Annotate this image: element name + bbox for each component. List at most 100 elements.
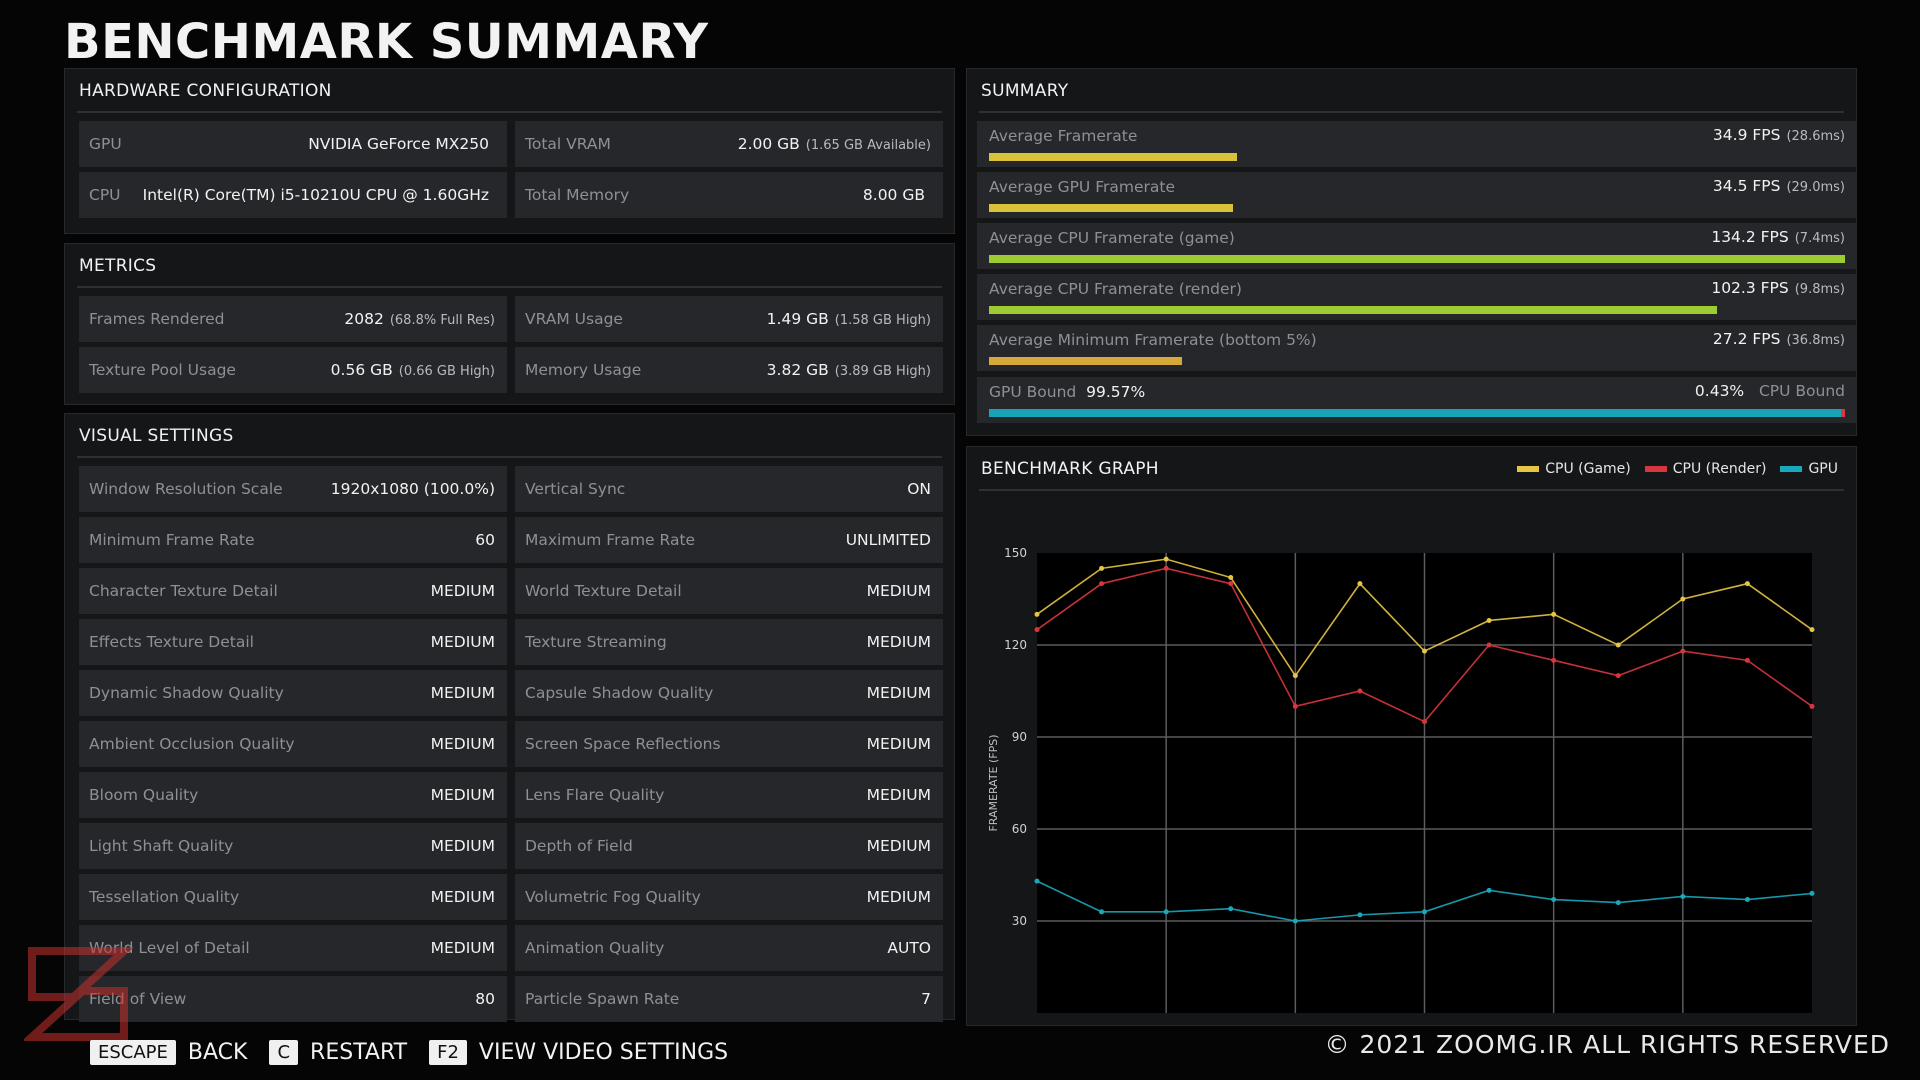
metrics-title: METRICS bbox=[79, 256, 157, 276]
setting-light-shaft-quality: Light Shaft Quality MEDIUM bbox=[79, 823, 507, 869]
data-point-cpu-render- bbox=[1163, 565, 1169, 571]
data-point-cpu-game- bbox=[1486, 617, 1492, 623]
setting-effects-texture-detail: Effects Texture Detail MEDIUM bbox=[79, 619, 507, 665]
data-point-gpu bbox=[1422, 909, 1427, 915]
summary-bar bbox=[989, 255, 1845, 263]
summary-value: 34.5 FPS (29.0ms) bbox=[1712, 177, 1845, 195]
hw-cpu: CPU Intel(R) Core(TM) i5-10210U CPU @ 1.… bbox=[79, 172, 507, 218]
setting-capsule-shadow-quality: Capsule Shadow Quality MEDIUM bbox=[515, 670, 943, 716]
cpu-bound-label: 0.43% CPU Bound bbox=[1694, 382, 1845, 400]
restart-button[interactable]: RESTART bbox=[310, 1040, 408, 1065]
setting-depth-of-field: Depth of Field MEDIUM bbox=[515, 823, 943, 869]
setting-value: MEDIUM bbox=[866, 633, 931, 651]
hw-cpu-label: CPU bbox=[89, 186, 121, 204]
setting-window-resolution-scale: Window Resolution Scale 1920x1080 (100.0%… bbox=[79, 466, 507, 512]
summary-bar-track bbox=[989, 306, 1845, 314]
legend-swatch bbox=[1517, 466, 1540, 472]
data-point-cpu-render- bbox=[1551, 657, 1557, 663]
data-point-gpu bbox=[1357, 912, 1363, 918]
data-point-gpu bbox=[1486, 887, 1492, 893]
hw-memory-label: Total Memory bbox=[525, 186, 630, 204]
data-point-gpu bbox=[1744, 897, 1750, 903]
setting-label: Ambient Occlusion Quality bbox=[89, 735, 295, 753]
summary-bar-track bbox=[989, 255, 1845, 263]
setting-tessellation-quality: Tessellation Quality MEDIUM bbox=[79, 874, 507, 920]
setting-field-of-view: Field of View 80 bbox=[79, 976, 507, 1022]
legend-item-gpu: GPU bbox=[1780, 461, 1838, 477]
copyright-text: © 2021 ZOOMG.IR ALL RIGHTS RESERVED bbox=[1324, 1030, 1890, 1059]
setting-value: MEDIUM bbox=[866, 786, 931, 804]
hw-memory: Total Memory 8.00 GB bbox=[515, 172, 943, 218]
data-point-cpu-render- bbox=[1680, 648, 1686, 654]
setting-label: Tessellation Quality bbox=[89, 888, 240, 906]
bound-track bbox=[989, 409, 1845, 417]
hw-gpu-value: NVIDIA GeForce MX250 bbox=[308, 135, 489, 153]
legend-item-cpu-game: CPU (Game) bbox=[1517, 461, 1631, 477]
hardware-title: HARDWARE CONFIGURATION bbox=[79, 81, 332, 101]
summary-label: Average Framerate bbox=[989, 127, 1138, 145]
metric-memory-usage: Memory Usage 3.82 GB (3.89 GB High) bbox=[515, 347, 943, 393]
data-point-cpu-render- bbox=[1744, 657, 1750, 663]
setting-character-texture-detail: Character Texture Detail MEDIUM bbox=[79, 568, 507, 614]
setting-value: MEDIUM bbox=[866, 735, 931, 753]
data-point-cpu-render- bbox=[1034, 627, 1040, 633]
benchmark-graph-panel: BENCHMARK GRAPH CPU (Game) CPU (Render) … bbox=[966, 446, 1857, 1026]
data-point-gpu bbox=[1680, 893, 1686, 899]
data-point-cpu-render- bbox=[1292, 703, 1298, 709]
setting-label: Character Texture Detail bbox=[89, 582, 278, 600]
setting-label: Dynamic Shadow Quality bbox=[89, 684, 284, 702]
setting-label: Capsule Shadow Quality bbox=[525, 684, 714, 702]
setting-value: UNLIMITED bbox=[845, 531, 931, 549]
hardware-divider bbox=[77, 111, 942, 113]
zoomg-logo-icon bbox=[24, 947, 135, 1041]
setting-value: MEDIUM bbox=[430, 939, 495, 957]
gpu-bound-label: GPU Bound 99.57% bbox=[989, 383, 1146, 401]
benchmark-scatter-plot: 0102030405060306090120150TIME (SEC)FRAME… bbox=[987, 546, 1815, 1013]
metric-value: 3.82 GB (3.89 GB High) bbox=[766, 361, 931, 379]
setting-label: Minimum Frame Rate bbox=[89, 531, 255, 549]
setting-label: Volumetric Fog Quality bbox=[525, 888, 701, 906]
data-point-cpu-game- bbox=[1809, 627, 1815, 633]
data-point-cpu-game- bbox=[1680, 596, 1686, 602]
summary-title: SUMMARY bbox=[981, 81, 1069, 101]
data-point-cpu-game- bbox=[1292, 673, 1298, 679]
cpu-bound-bar bbox=[1841, 409, 1845, 417]
graph-divider bbox=[979, 489, 1844, 491]
setting-value: MEDIUM bbox=[430, 684, 495, 702]
y-tick-label: 120 bbox=[1004, 638, 1027, 652]
setting-value: MEDIUM bbox=[430, 786, 495, 804]
c-key-badge[interactable]: C bbox=[269, 1040, 299, 1065]
setting-lens-flare-quality: Lens Flare Quality MEDIUM bbox=[515, 772, 943, 818]
data-point-cpu-render- bbox=[1099, 581, 1105, 587]
setting-label: World Level of Detail bbox=[89, 939, 250, 957]
graph-legend: CPU (Game) CPU (Render) GPU bbox=[1517, 461, 1838, 477]
legend-item-cpu-render: CPU (Render) bbox=[1644, 461, 1766, 477]
summary-bar bbox=[989, 204, 1233, 212]
f2-key-badge[interactable]: F2 bbox=[429, 1040, 467, 1065]
visual-settings-divider bbox=[77, 456, 942, 458]
legend-swatch bbox=[1644, 466, 1667, 472]
setting-animation-quality: Animation Quality AUTO bbox=[515, 925, 943, 971]
data-point-cpu-game- bbox=[1228, 575, 1234, 581]
data-point-cpu-render- bbox=[1615, 673, 1621, 679]
escape-key-badge[interactable]: ESCAPE bbox=[90, 1040, 176, 1065]
setting-ambient-occlusion-quality: Ambient Occlusion Quality MEDIUM bbox=[79, 721, 507, 767]
data-point-cpu-render- bbox=[1228, 581, 1234, 587]
setting-texture-streaming: Texture Streaming MEDIUM bbox=[515, 619, 943, 665]
setting-screen-space-reflections: Screen Space Reflections MEDIUM bbox=[515, 721, 943, 767]
data-point-cpu-game- bbox=[1099, 565, 1105, 571]
setting-value: 7 bbox=[921, 990, 931, 1008]
back-button[interactable]: BACK bbox=[187, 1040, 248, 1065]
data-point-cpu-game- bbox=[1163, 556, 1169, 562]
page-title: BENCHMARK SUMMARY bbox=[64, 14, 709, 70]
data-point-gpu bbox=[1228, 906, 1234, 912]
setting-label: Window Resolution Scale bbox=[89, 480, 283, 498]
setting-volumetric-fog-quality: Volumetric Fog Quality MEDIUM bbox=[515, 874, 943, 920]
bound-row: GPU Bound 99.57% 0.43% CPU Bound bbox=[977, 377, 1857, 423]
summary-row-average-framerate: Average Framerate 34.9 FPS (28.6ms) bbox=[977, 121, 1857, 167]
setting-label: Effects Texture Detail bbox=[89, 633, 254, 651]
setting-dynamic-shadow-quality: Dynamic Shadow Quality MEDIUM bbox=[79, 670, 507, 716]
view-video-settings-button[interactable]: VIEW VIDEO SETTINGS bbox=[478, 1040, 729, 1065]
summary-row-average-gpu-framerate: Average GPU Framerate 34.5 FPS (29.0ms) bbox=[977, 172, 1857, 218]
setting-value: MEDIUM bbox=[430, 633, 495, 651]
